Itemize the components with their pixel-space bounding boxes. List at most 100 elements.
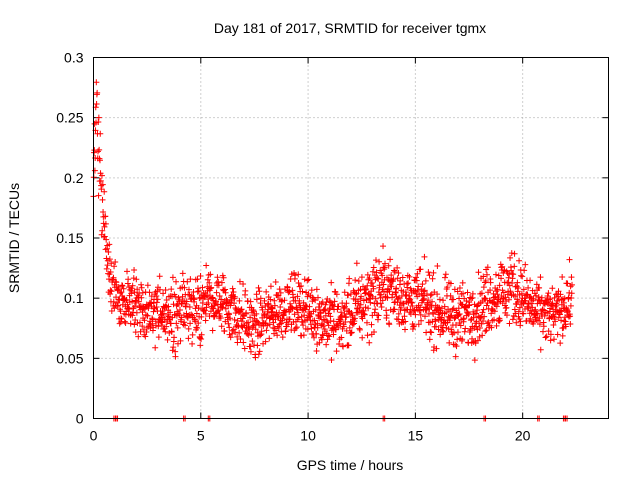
data-point <box>101 233 108 240</box>
data-point <box>480 284 487 291</box>
data-point <box>119 282 126 289</box>
data-point <box>271 302 278 309</box>
data-point <box>167 320 174 327</box>
data-point <box>456 285 463 291</box>
data-point <box>560 299 567 306</box>
data-point <box>514 279 521 286</box>
data-point <box>394 275 401 282</box>
data-point <box>253 291 260 298</box>
data-point <box>131 289 138 296</box>
data-point <box>266 335 273 342</box>
data-point <box>340 323 347 330</box>
data-point <box>172 353 179 360</box>
data-point <box>435 326 442 333</box>
data-point <box>328 279 335 286</box>
data-point <box>97 130 104 137</box>
data-point <box>275 313 282 320</box>
data-point <box>379 297 386 304</box>
data-point <box>222 289 229 296</box>
data-point <box>273 327 280 334</box>
data-point <box>170 344 177 351</box>
data-point <box>202 307 209 314</box>
data-point <box>542 334 549 341</box>
data-point <box>341 289 348 296</box>
data-point <box>184 314 191 321</box>
data-point <box>322 301 329 308</box>
data-point <box>198 331 205 338</box>
data-point <box>498 264 505 271</box>
data-point <box>272 278 279 285</box>
data-point <box>144 282 151 289</box>
data-point <box>464 310 471 317</box>
data-point <box>562 323 569 330</box>
data-point <box>185 325 192 332</box>
x-tick-label: 10 <box>300 428 316 444</box>
data-point <box>99 196 106 203</box>
data-point <box>99 181 106 188</box>
data-point <box>165 303 172 310</box>
data-point <box>527 277 534 284</box>
data-point <box>357 296 364 303</box>
data-point <box>551 294 558 301</box>
data-point <box>269 308 276 315</box>
data-point <box>135 333 142 340</box>
data-point <box>482 295 489 302</box>
data-point <box>423 307 430 314</box>
data-point <box>304 277 311 284</box>
data-point <box>453 343 460 350</box>
data-point <box>532 306 539 313</box>
data-point <box>538 294 545 301</box>
data-point <box>416 291 423 298</box>
data-point <box>204 276 211 283</box>
data-point <box>372 295 379 302</box>
data-point <box>107 269 114 276</box>
x-axis-label: GPS time / hours <box>297 457 404 473</box>
data-point <box>493 303 500 310</box>
data-point <box>319 331 326 338</box>
data-point <box>185 286 192 293</box>
data-point <box>321 306 328 313</box>
data-point <box>247 314 254 321</box>
data-point <box>343 300 350 307</box>
data-point <box>305 276 312 283</box>
data-point <box>276 286 283 293</box>
data-point <box>447 292 454 299</box>
data-point <box>537 274 544 281</box>
data-point <box>194 285 201 292</box>
data-point <box>547 295 554 302</box>
data-point <box>252 354 259 361</box>
data-point <box>118 315 125 322</box>
data-point <box>555 288 562 295</box>
data-point <box>122 320 129 327</box>
data-point <box>250 308 257 315</box>
data-point <box>218 323 225 330</box>
data-point <box>362 304 369 311</box>
data-point <box>127 320 134 327</box>
data-point <box>206 313 213 320</box>
data-point <box>121 318 128 325</box>
data-point <box>179 270 186 277</box>
data-point <box>154 296 161 303</box>
data-point <box>415 283 422 290</box>
data-point <box>399 274 406 281</box>
data-point <box>197 272 204 279</box>
data-point <box>549 313 556 320</box>
data-point <box>263 288 270 295</box>
data-point <box>451 329 458 336</box>
data-point <box>352 277 359 284</box>
data-point <box>143 328 150 335</box>
data-point <box>393 285 400 292</box>
data-point <box>476 320 483 327</box>
data-point <box>198 313 205 320</box>
data-point <box>361 311 368 318</box>
data-point <box>567 313 574 320</box>
data-point <box>478 320 485 327</box>
data-point <box>428 329 435 336</box>
data-point <box>237 336 244 343</box>
data-point <box>360 297 367 304</box>
data-point <box>236 329 243 336</box>
data-point <box>189 340 196 347</box>
y-tick-label: 0 <box>76 411 84 427</box>
data-point <box>312 297 319 304</box>
data-point <box>252 326 259 333</box>
